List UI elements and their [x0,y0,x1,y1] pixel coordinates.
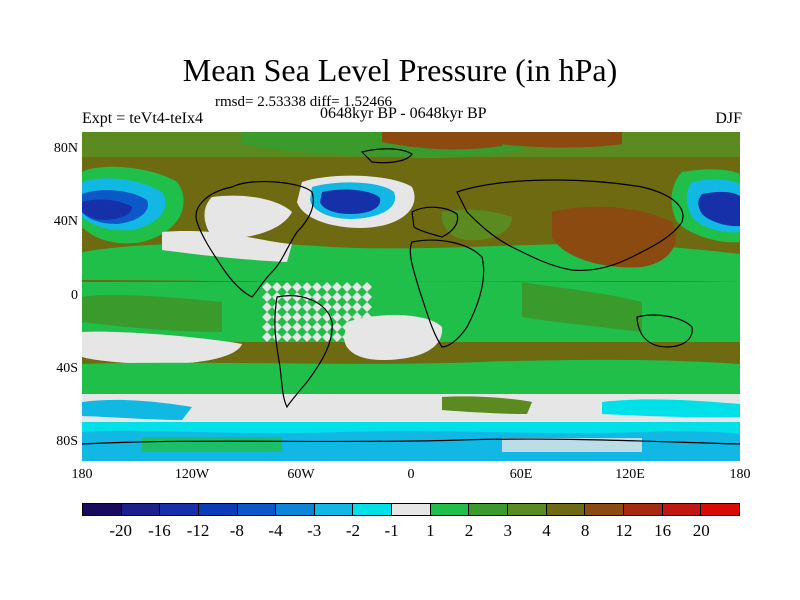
x-axis-label-180w: 180 [71,467,93,482]
colorbar-swatch [469,504,509,515]
colorbar-label: -3 [307,521,322,540]
map-title: Mean Sea Level Pressure (in hPa) [182,52,618,88]
colorbar-swatch [237,504,277,515]
colorbar-label: 4 [542,521,551,540]
rmsd-diff-stats: rmsd= 2.53338 diff= 1.52466 [215,94,393,110]
x-axis-label-120e: 120E [615,467,645,482]
experiment-label: Expt = teVt4-teIx4 [82,110,203,127]
colorbar-label: -4 [268,521,283,540]
colorbar-label: 2 [464,521,474,540]
colorbar-swatch [160,504,199,515]
colorbar-swatch [508,504,547,515]
x-axis-label-0: 0 [407,467,415,482]
colorbar [82,503,740,516]
y-axis-label-80n: 80N [53,141,78,156]
colorbar-swatch [585,504,624,515]
colorbar-label: 16 [654,521,672,540]
pressure-difference-map [82,132,740,461]
period-label: 0648kyr BP - 0648kyr BP [320,105,487,122]
colorbar-label: 8 [580,521,590,540]
colorbar-label: -16 [148,521,171,540]
x-axis-label-60w: 60W [287,467,315,482]
colorbar-swatch [121,504,161,515]
colorbar-label: -20 [109,521,133,540]
y-axis-label-80s: 80S [56,434,78,449]
map-canvas [82,132,740,461]
colorbar-swatch [198,504,238,515]
x-axis-label-180e: 180 [729,467,751,482]
x-axis-label-60e: 60E [509,467,533,482]
x-axis-label-120w: 120W [174,467,210,482]
season-label: DJF [715,110,742,127]
colorbar-label: 1 [426,521,435,540]
colorbar-label: -1 [384,521,399,540]
colorbar-swatch [83,504,122,515]
y-axis-label-40n: 40N [53,214,78,229]
colorbar-label: -12 [186,521,210,540]
colorbar-swatch [701,504,739,515]
colorbar-swatch [276,504,315,515]
colorbar-swatch [546,504,586,515]
coastlines [82,148,740,445]
colorbar-swatch [662,504,702,515]
colorbar-swatch [430,504,470,515]
colorbar-swatch [392,504,431,515]
y-axis-label-40s: 40S [56,361,78,376]
colorbar-swatch [623,504,663,515]
colorbar-swatch [314,504,354,515]
colorbar-label: 20 [692,521,710,540]
colorbar-label: 3 [503,521,513,540]
colorbar-label: -8 [229,521,244,540]
y-axis-label-0: 0 [71,288,78,303]
colorbar-label: -2 [345,521,361,540]
colorbar-label: 12 [615,521,633,540]
colorbar-swatch [353,504,393,515]
